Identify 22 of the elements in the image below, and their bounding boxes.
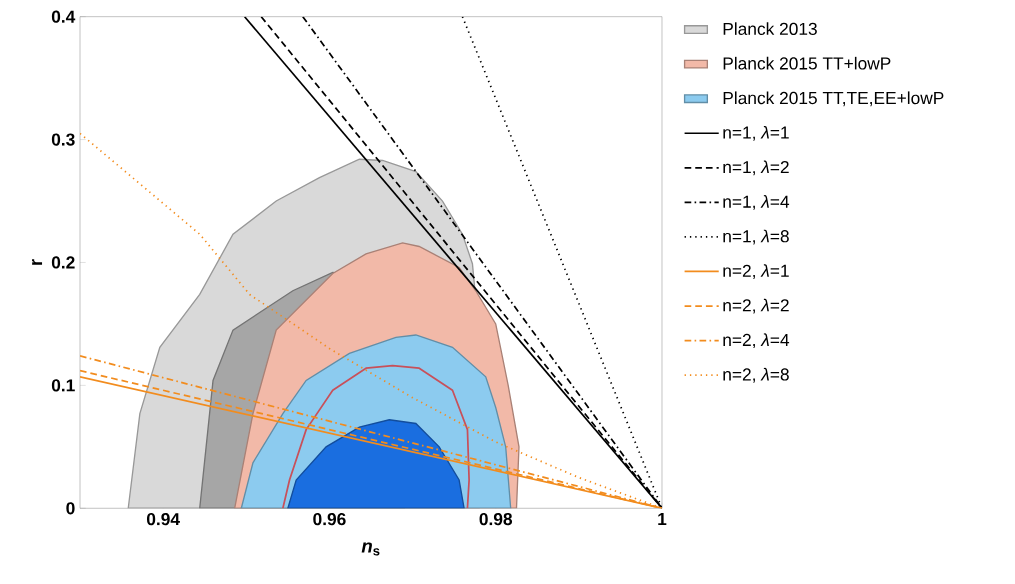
legend-label: n=1, λ=4 bbox=[723, 195, 790, 210]
x-tick-label: 0.96 bbox=[313, 512, 346, 526]
legend-label: n=1, λ=1 bbox=[723, 125, 789, 141]
y-tick-label: 0.1 bbox=[51, 379, 75, 392]
x-tick-label: 1 bbox=[658, 512, 667, 525]
legend-label: Planck 2015 TT,TE,EE+lowP bbox=[723, 91, 944, 107]
legend-label: n=2, λ=1 bbox=[723, 264, 789, 279]
x-tick-label: 0.98 bbox=[479, 512, 513, 526]
legend-label: n=1, λ=8 bbox=[723, 229, 789, 245]
legend-label: n=2, λ=4 bbox=[723, 333, 790, 349]
legend-label: n=2, λ=8 bbox=[723, 367, 789, 383]
x-tick-label: 0.94 bbox=[146, 512, 180, 526]
y-tick-label: 0 bbox=[66, 502, 75, 515]
y-tick-label: 0.2 bbox=[51, 256, 75, 269]
legend-label: n=2, λ=2 bbox=[723, 298, 789, 314]
legend-label: Planck 2015 TT+lowP bbox=[723, 56, 891, 70]
y-tick-label: 0.4 bbox=[51, 10, 76, 23]
x-axis-title: n$_{s}$ bbox=[361, 542, 380, 556]
y-axis-title: r bbox=[31, 259, 43, 265]
legend-label: n=1, λ=2 bbox=[723, 160, 789, 176]
legend-label: Planck 2013 bbox=[723, 22, 817, 36]
y-tick-label: 0.3 bbox=[51, 133, 75, 146]
